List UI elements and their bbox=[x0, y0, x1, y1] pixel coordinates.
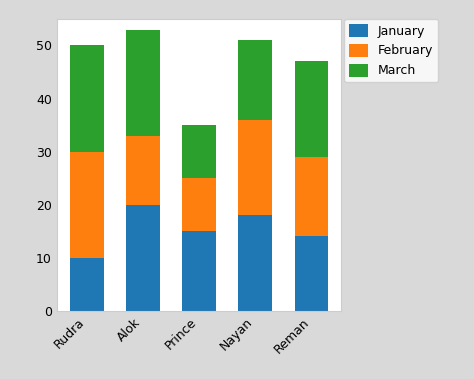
Bar bbox=[295, 236, 328, 311]
Bar bbox=[126, 205, 160, 311]
Bar bbox=[238, 120, 272, 215]
Bar bbox=[70, 258, 103, 311]
Bar bbox=[182, 178, 216, 231]
Bar bbox=[70, 152, 103, 258]
Bar bbox=[126, 30, 160, 136]
Legend: January, February, March: January, February, March bbox=[344, 19, 438, 82]
Bar bbox=[182, 125, 216, 178]
Bar bbox=[182, 231, 216, 311]
Bar bbox=[70, 45, 103, 152]
Bar bbox=[126, 136, 160, 205]
Bar bbox=[238, 40, 272, 120]
Bar bbox=[295, 157, 328, 236]
Bar bbox=[295, 61, 328, 157]
Bar bbox=[238, 215, 272, 311]
